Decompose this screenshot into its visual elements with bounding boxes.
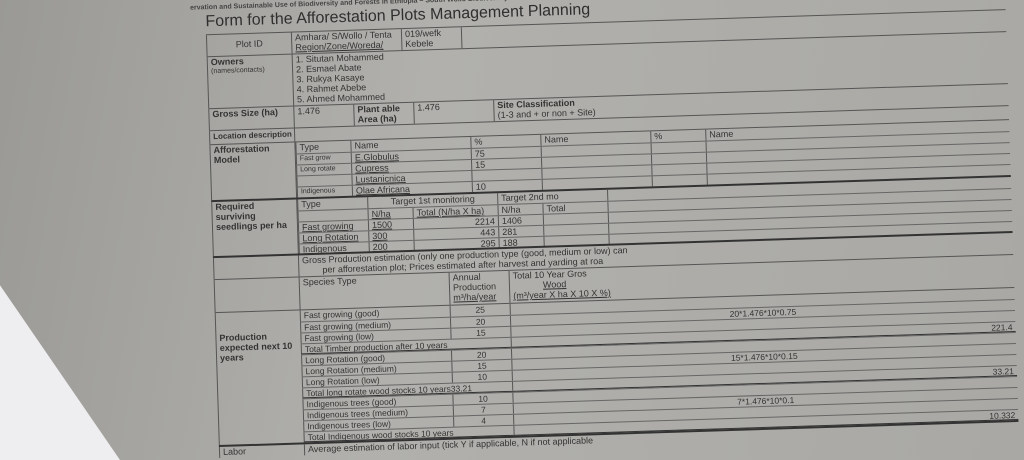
annual-header: Annual Production m³/ha/year xyxy=(448,270,510,305)
form-sheet: ervation and Sustainable Use of Biodiver… xyxy=(150,0,1024,459)
model-type: Fast grow xyxy=(295,152,352,165)
gross-size-value: 1.476 xyxy=(293,104,354,128)
production-annual: 7 xyxy=(452,403,513,416)
species-type-header: Species Type xyxy=(298,272,450,310)
production-annual: 4 xyxy=(453,414,514,427)
production-annual: 10 xyxy=(451,370,512,383)
production-annual: 10 xyxy=(452,392,513,405)
seedling-nha: 300 xyxy=(368,229,414,242)
nha-header: N/ha xyxy=(367,207,413,220)
model-type: Long rotate xyxy=(296,163,352,176)
nha2-header: N/ha xyxy=(497,203,543,216)
seedling-nha2: 281 xyxy=(498,225,544,238)
model-label: Afforestation Model xyxy=(209,142,297,201)
model-header: % xyxy=(470,134,541,148)
seedling-nha2: 1406 xyxy=(497,214,544,227)
plot-id-label: Plot ID xyxy=(205,32,292,57)
production-label-main: Production expected next 10 years xyxy=(214,310,304,446)
kebele-cell: 019/wefk Kebele xyxy=(400,27,462,51)
plantable-value: 1.476 xyxy=(413,100,494,124)
production-annual: 20 xyxy=(450,348,512,361)
production-table: Fast growing (good) 25 Fast growing (mediu… xyxy=(299,287,1019,443)
production-annual: 20 xyxy=(449,315,511,328)
gross-size-label: Gross Size (ha) xyxy=(208,106,294,131)
model-header: % xyxy=(650,129,706,143)
type-header: Type xyxy=(297,197,368,211)
owners-label-cell: Owners (names/contacts) xyxy=(206,54,294,109)
total2-header: Total xyxy=(542,201,608,214)
production-row: Production expected next 10 years Fast g… xyxy=(214,286,1019,446)
plantable-label: Plant able Area (ha) xyxy=(353,102,414,126)
unit-label: m³/ha/year xyxy=(453,291,497,303)
kebele-label: Kebele xyxy=(405,38,434,49)
production-annual: 15 xyxy=(451,359,512,372)
production-annual: 15 xyxy=(450,326,511,339)
production-annual: 25 xyxy=(449,303,510,317)
seedling-nha: 1500 xyxy=(367,218,414,231)
model-type xyxy=(296,174,352,187)
owners-sublabel: (names/contacts) xyxy=(210,66,265,76)
seedlings-label: Required surviving seedlings per ha xyxy=(211,199,298,257)
model-header: Type xyxy=(295,140,351,154)
